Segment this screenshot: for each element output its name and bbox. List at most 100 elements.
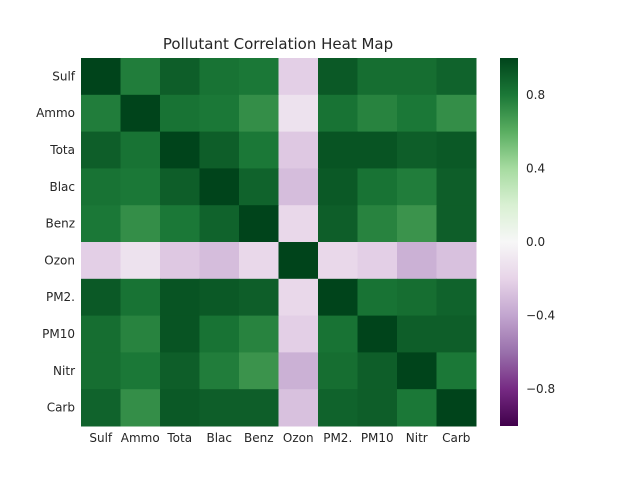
heatmap-cell xyxy=(318,205,358,243)
heatmap-cell xyxy=(318,352,358,390)
heatmap-cell xyxy=(81,58,121,96)
heatmap-cell xyxy=(357,131,398,169)
colorbar-tick-labels: −0.8 −0.4 0.0 0.4 0.8 xyxy=(526,88,555,396)
colorbar-tick-label: 0.4 xyxy=(526,161,545,175)
heatmap-cell xyxy=(199,94,240,133)
y-tick-label: Nitr xyxy=(53,364,75,378)
heatmap-cell xyxy=(357,352,398,390)
heatmap-cell xyxy=(81,315,121,353)
heatmap-cell xyxy=(120,242,161,280)
heatmap-cell xyxy=(318,168,358,206)
heatmap-cell xyxy=(397,168,437,206)
x-tick-label: Blac xyxy=(206,431,232,445)
x-tick-label: Ozon xyxy=(283,431,314,445)
heatmap-cell xyxy=(357,315,398,353)
heatmap-cell xyxy=(239,58,279,96)
heatmap-cell xyxy=(278,278,319,317)
y-tick-label: PM10 xyxy=(42,327,75,341)
heatmap-cell xyxy=(436,242,477,280)
heatmap-cell xyxy=(357,94,398,133)
x-tick-label: Ammo xyxy=(121,431,160,445)
heatmap-cell xyxy=(436,131,477,169)
heatmap-cell xyxy=(397,205,437,243)
heatmap-cell xyxy=(199,58,240,96)
heatmap-cell xyxy=(239,315,279,353)
heatmap-cell xyxy=(357,242,398,280)
y-tick-label: Ozon xyxy=(44,253,75,267)
heatmap-cell xyxy=(199,242,240,280)
heatmap-cell xyxy=(239,168,279,206)
heatmap-cell xyxy=(239,242,279,280)
heatmap-cell xyxy=(278,94,319,133)
y-tick-label: Ammo xyxy=(36,106,75,120)
y-tick-label: Carb xyxy=(47,401,75,415)
heatmap-cell xyxy=(278,205,319,243)
heatmap-cell xyxy=(239,131,279,169)
heatmap-cell xyxy=(199,315,240,353)
colorbar-tick-label: −0.4 xyxy=(526,309,555,323)
heatmap-cell xyxy=(436,389,477,427)
heatmap-cell xyxy=(397,352,437,390)
heatmap-cell xyxy=(397,58,437,96)
heatmap-cell xyxy=(278,242,319,280)
heatmap-cell xyxy=(120,205,161,243)
x-tick-labels: Sulf Ammo Tota Blac Benz Ozon PM2. PM10 Nitr Carb xyxy=(89,431,470,445)
heatmap-cell xyxy=(160,168,200,206)
heatmap-cell xyxy=(160,315,200,353)
heatmap-cell xyxy=(278,131,319,169)
heatmap-cells xyxy=(81,58,477,427)
x-tick-label: Tota xyxy=(166,431,192,445)
heatmap-cell xyxy=(239,389,279,427)
heatmap-cell xyxy=(199,205,240,243)
heatmap-cell xyxy=(120,94,161,133)
heatmap-cell xyxy=(199,131,240,169)
heatmap-cell xyxy=(199,389,240,427)
heatmap-cell xyxy=(278,168,319,206)
heatmap-cell xyxy=(436,278,477,317)
heatmap-cell xyxy=(357,168,398,206)
heatmap-cell xyxy=(120,168,161,206)
heatmap-cell xyxy=(397,131,437,169)
heatmap-cell xyxy=(318,278,358,317)
heatmap-cell xyxy=(120,315,161,353)
heatmap-cell xyxy=(318,58,358,96)
x-tick-label: Nitr xyxy=(406,431,428,445)
heatmap-cell xyxy=(81,278,121,317)
heatmap-cell xyxy=(160,242,200,280)
x-tick-label: Sulf xyxy=(89,431,113,445)
heatmap-cell xyxy=(160,278,200,317)
heatmap-cell xyxy=(318,315,358,353)
heatmap-cell xyxy=(397,94,437,133)
heatmap-cell xyxy=(436,94,477,133)
heatmap-cell xyxy=(278,58,319,96)
heatmap-cell xyxy=(397,315,437,353)
heatmap-cell xyxy=(278,315,319,353)
heatmap-cell xyxy=(81,205,121,243)
heatmap-cell xyxy=(278,352,319,390)
heatmap-cell xyxy=(357,278,398,317)
heatmap-cell xyxy=(436,352,477,390)
y-tick-labels: Sulf Ammo Tota Blac Benz Ozon PM2. PM10 Nitr Carb xyxy=(36,69,76,414)
heatmap-cell xyxy=(357,205,398,243)
heatmap-cell xyxy=(397,389,437,427)
colorbar-tick-label: −0.8 xyxy=(526,382,555,396)
colorbar xyxy=(500,58,518,426)
heatmap-cell xyxy=(436,58,477,96)
heatmap-cell xyxy=(120,58,161,96)
heatmap-cell xyxy=(318,94,358,133)
heatmap-cell xyxy=(81,389,121,427)
y-tick-label: PM2. xyxy=(46,290,75,304)
heatmap-cell xyxy=(120,389,161,427)
y-tick-label: Benz xyxy=(45,217,75,231)
heatmap-cell xyxy=(81,131,121,169)
heatmap-cell xyxy=(278,389,319,427)
heatmap-cell xyxy=(318,389,358,427)
x-tick-label: Carb xyxy=(442,431,470,445)
y-tick-label: Blac xyxy=(49,180,75,194)
heatmap-cell xyxy=(120,352,161,390)
heatmap-cell xyxy=(357,58,398,96)
chart-title: Pollutant Correlation Heat Map xyxy=(163,35,393,53)
heatmap-cell xyxy=(199,168,240,206)
colorbar-tick-label: 0.0 xyxy=(526,235,545,249)
heatmap-cell xyxy=(239,205,279,243)
